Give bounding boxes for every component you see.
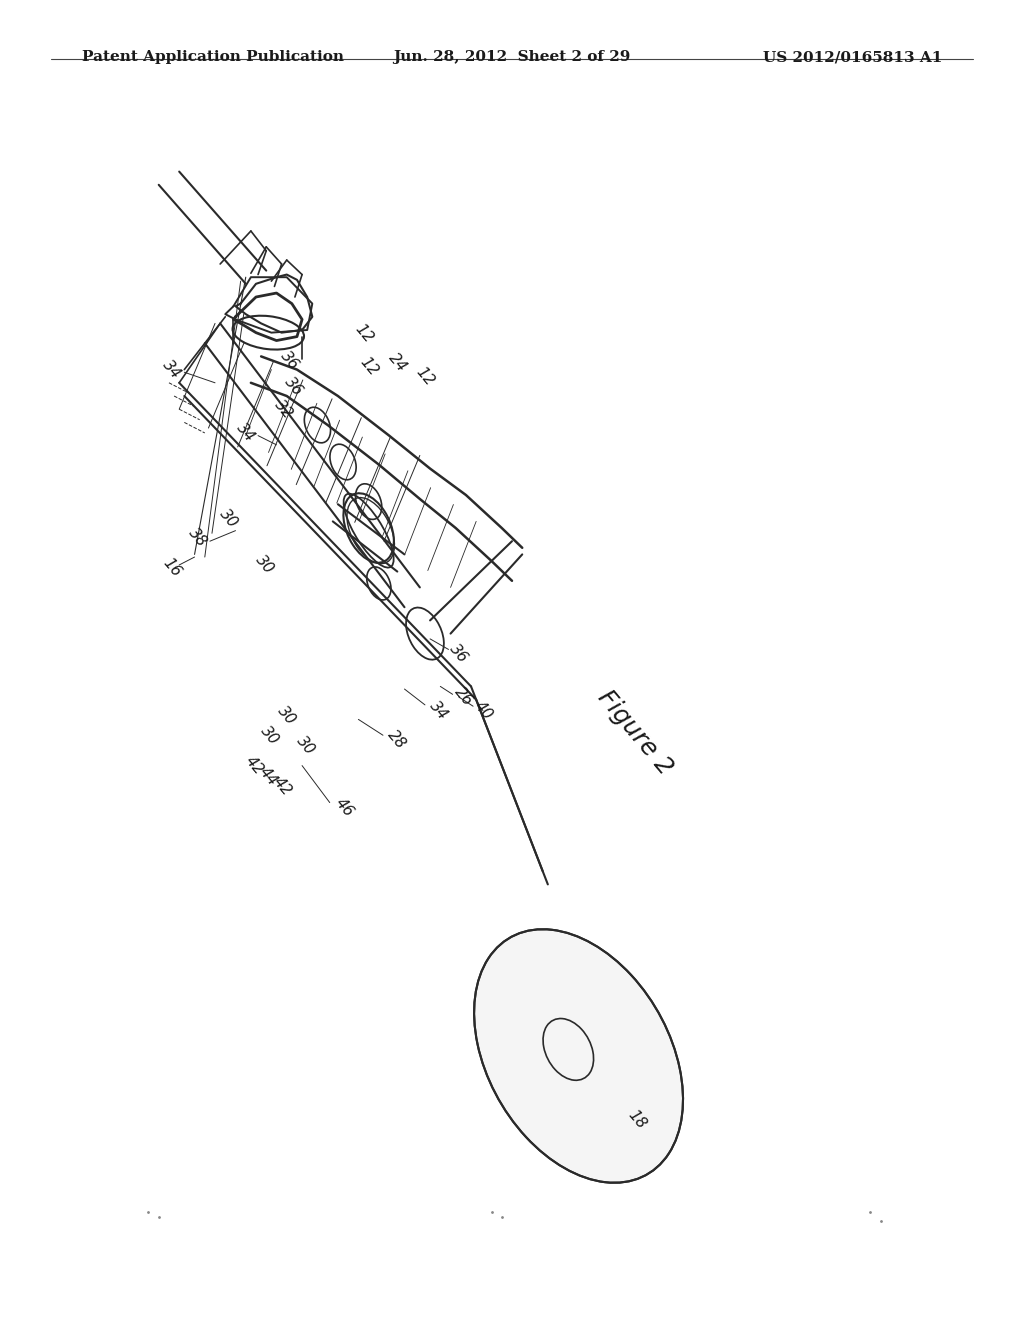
Text: 34: 34 [160, 358, 184, 381]
Ellipse shape [474, 929, 683, 1183]
Text: US 2012/0165813 A1: US 2012/0165813 A1 [763, 50, 942, 65]
Text: 18: 18 [625, 1107, 649, 1131]
Text: Figure 2: Figure 2 [593, 685, 677, 780]
Text: 26: 26 [452, 685, 476, 709]
Text: 12: 12 [351, 322, 376, 346]
Text: 30: 30 [294, 734, 318, 758]
Text: 34: 34 [426, 698, 451, 722]
Text: 28: 28 [384, 727, 409, 751]
Text: 38: 38 [185, 525, 210, 549]
Text: 30: 30 [252, 553, 276, 577]
Text: 30: 30 [216, 507, 241, 531]
Text: Jun. 28, 2012  Sheet 2 of 29: Jun. 28, 2012 Sheet 2 of 29 [393, 50, 631, 65]
Text: 24: 24 [385, 351, 410, 375]
Text: 36: 36 [446, 642, 471, 665]
Text: 42: 42 [270, 775, 295, 799]
Text: 42: 42 [242, 754, 266, 777]
Text: 40: 40 [471, 698, 496, 722]
Text: 30: 30 [274, 704, 299, 727]
Text: 12: 12 [413, 364, 437, 388]
Text: 32: 32 [271, 397, 296, 421]
Text: Patent Application Publication: Patent Application Publication [82, 50, 344, 65]
Text: 34: 34 [233, 421, 258, 445]
Text: 30: 30 [257, 723, 282, 747]
Text: 46: 46 [332, 796, 356, 820]
Text: 12: 12 [356, 355, 381, 379]
Text: 16: 16 [160, 556, 184, 579]
Text: 36: 36 [282, 375, 306, 399]
Text: 44: 44 [256, 764, 281, 788]
Text: 36: 36 [278, 348, 302, 372]
